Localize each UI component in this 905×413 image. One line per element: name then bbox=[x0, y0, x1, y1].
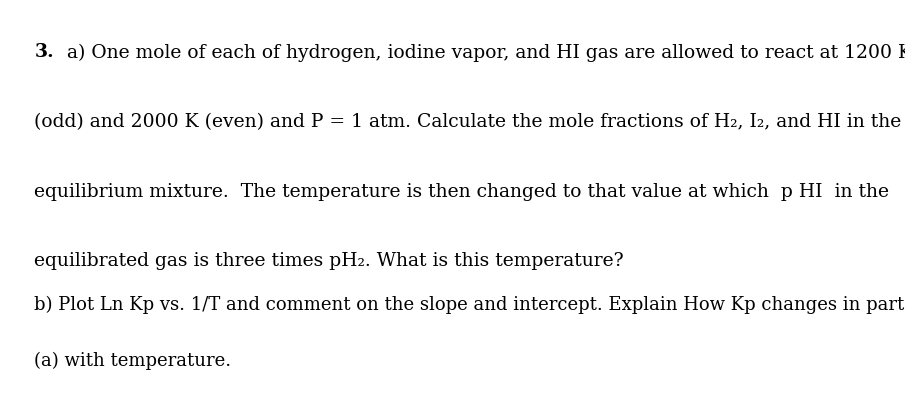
Text: b) Plot Ln Kp vs. 1/T and comment on the slope and intercept. Explain How Kp cha: b) Plot Ln Kp vs. 1/T and comment on the… bbox=[34, 295, 905, 313]
Text: 3.: 3. bbox=[34, 43, 54, 61]
Text: (odd) and 2000 K (even) and P = 1 atm. Calculate the mole fractions of H₂, I₂, a: (odd) and 2000 K (even) and P = 1 atm. C… bbox=[34, 113, 901, 131]
Text: equilibrium mixture.  The temperature is then changed to that value at which  p : equilibrium mixture. The temperature is … bbox=[34, 182, 890, 200]
Text: a) One mole of each of hydrogen, iodine vapor, and HI gas are allowed to react a: a) One mole of each of hydrogen, iodine … bbox=[61, 43, 905, 62]
Text: (a) with temperature.: (a) with temperature. bbox=[34, 351, 232, 369]
Text: equilibrated gas is three times pH₂. What is this temperature?: equilibrated gas is three times pH₂. Wha… bbox=[34, 252, 624, 269]
